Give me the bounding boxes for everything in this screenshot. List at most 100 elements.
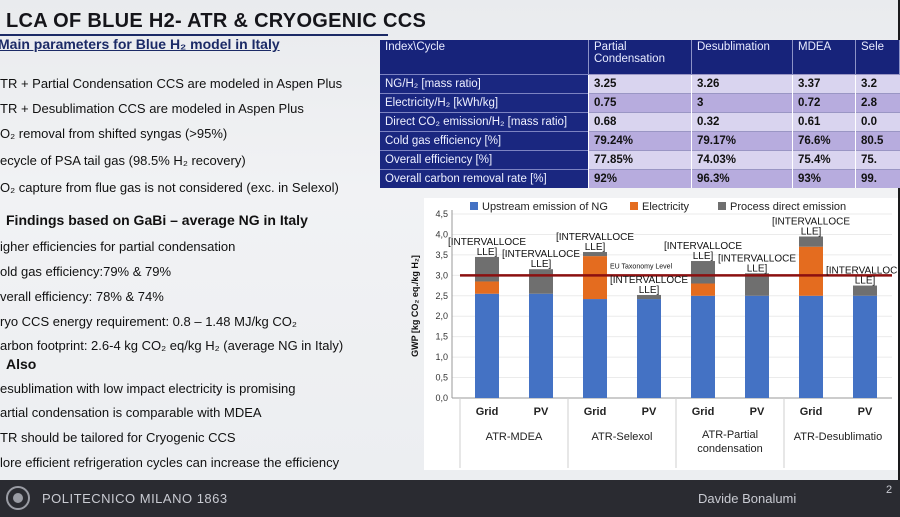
y-tick-label: 2,5 [435, 291, 448, 301]
university-logo-icon [6, 486, 30, 510]
x-tick-label: Grid [476, 406, 499, 418]
data-label: LLE] [693, 251, 714, 262]
finding-line: ryo CCS energy requirement: 0.8 – 1.48 M… [0, 314, 297, 329]
parameters-table: Index\Cycle Partial Condensation Desubli… [380, 40, 900, 188]
also-heading: Also [6, 356, 37, 372]
param-line: TR + Partial Condensation CCS are modele… [0, 76, 343, 91]
table-row: Overall efficiency [%] 77.85% 74.03% 75.… [380, 150, 900, 170]
also-line: lore efficient refrigeration cycles can … [0, 455, 340, 470]
reference-line-label: EU Taxonomy Level [610, 263, 673, 270]
bar-segment [745, 273, 769, 296]
bar-segment [583, 256, 607, 300]
data-label: LLE] [801, 226, 822, 237]
legend-label: Process direct emission [730, 201, 846, 213]
slide-footer: POLITECNICO MILANO 1863 Davide Bonalumi … [0, 480, 900, 517]
table-cell: 79.24% [588, 131, 692, 151]
finding-line: verall efficiency: 78% & 74% [0, 289, 164, 304]
data-label: [INTERVALLOCE [718, 253, 796, 264]
param-line: O₂ removal from shifted syngas (>95%) [0, 126, 228, 141]
bar-segment [691, 295, 715, 398]
group-label: ATR-Selexol [592, 431, 653, 443]
bar-segment [583, 252, 607, 257]
bar-segment [529, 269, 553, 294]
group-label: ATR-Desublimatio [794, 431, 882, 443]
table-cell: 96.3% [691, 169, 793, 188]
x-tick-label: PV [858, 406, 873, 418]
bar-segment [637, 299, 661, 398]
y-tick-label: 4,5 [435, 209, 448, 219]
data-label: LLE] [477, 247, 498, 258]
slide-subtitle: Main parameters for Blue H₂ model in Ita… [0, 36, 280, 52]
table-cell: 3.25 [588, 74, 692, 94]
group-label: ATR-MDEA [486, 431, 543, 443]
table-header-cell: Desublimation [691, 40, 793, 75]
table-row-label: Cold gas efficiency [%] [380, 131, 589, 151]
bar-segment [853, 295, 877, 398]
table-header-row: Index\Cycle Partial Condensation Desubli… [380, 40, 900, 75]
table-row-label: Electricity/H₂ [kWh/kg] [380, 93, 589, 113]
data-label: [INTERVALLOCE [772, 216, 850, 227]
findings-heading: Findings based on GaBi – average NG in I… [6, 212, 308, 228]
table-cell: 92% [588, 169, 692, 188]
data-label: [INTERVALLOCE [664, 241, 742, 252]
table-row: Direct CO₂ emission/H₂ [mass ratio] 0.68… [380, 112, 900, 132]
footer-institution: POLITECNICO MILANO 1863 [42, 491, 228, 506]
legend-label: Electricity [642, 201, 690, 213]
x-tick-label: PV [534, 406, 549, 418]
also-line: esublimation with low impact electricity… [0, 381, 296, 396]
presentation-slide: LCA OF BLUE H2- ATR & CRYOGENIC CCS Main… [0, 0, 900, 480]
group-label: ATR-Partial [702, 429, 758, 441]
data-label: LLE] [585, 242, 606, 253]
x-tick-label: PV [750, 406, 765, 418]
table-header-cell: Index\Cycle [380, 40, 589, 75]
table-cell: 77.85% [588, 150, 692, 170]
table-header-cell: Sele [855, 40, 900, 75]
table-cell: 0.72 [792, 93, 856, 113]
bar-segment [583, 299, 607, 398]
y-axis-label: GWP [kg CO₂ eq./kg H₂] [410, 255, 420, 357]
data-label: [INTERVALLOCE [556, 232, 634, 243]
bar-segment [799, 295, 823, 398]
page-number: 2 [886, 484, 893, 496]
slide-title: LCA OF BLUE H2- ATR & CRYOGENIC CCS [6, 10, 427, 32]
table-cell: 0.32 [691, 112, 793, 132]
bar-segment [637, 294, 661, 300]
bar-segment [529, 293, 553, 398]
table-row-label: Direct CO₂ emission/H₂ [mass ratio] [380, 112, 589, 132]
table-cell: 0.75 [588, 93, 692, 113]
footer-author: Davide Bonalumi [698, 491, 797, 506]
data-label: LLE] [531, 259, 552, 270]
legend-swatch [470, 202, 478, 210]
table-cell: 0.68 [588, 112, 692, 132]
x-tick-label: PV [642, 406, 657, 418]
group-label: condensation [697, 443, 762, 455]
bar-segment [475, 256, 499, 282]
table-cell: 3 [691, 93, 793, 113]
data-label: LLE] [747, 263, 768, 274]
y-tick-label: 1,0 [435, 352, 448, 362]
y-tick-label: 0,5 [435, 373, 448, 383]
table-cell: 0.61 [792, 112, 856, 132]
bar-segment [475, 293, 499, 398]
table-row-label: NG/H₂ [mass ratio] [380, 74, 589, 94]
table-row: Overall carbon removal rate [%] 92% 96.3… [380, 169, 900, 188]
param-line: TR + Desublimation CCS are modeled in As… [0, 101, 304, 116]
table-header-cell: Partial Condensation [588, 40, 692, 75]
also-line: artial condensation is comparable with M… [0, 405, 262, 420]
y-tick-label: 3,0 [435, 270, 448, 280]
bar-segment [853, 285, 877, 296]
data-label: [INTERVALLOCE [826, 266, 898, 277]
bar-segment [799, 236, 823, 247]
table-cell: 80.5 [855, 131, 900, 151]
finding-line: arbon footprint: 2.6-4 kg CO₂ eq/kg H₂ (… [0, 338, 344, 353]
also-line: TR should be tailored for Cryogenic CCS [0, 430, 236, 445]
param-line: O₂ capture from flue gas is not consider… [0, 180, 339, 195]
table-row: Cold gas efficiency [%] 79.24% 79.17% 76… [380, 131, 900, 151]
param-line: ecycle of PSA tail gas (98.5% H₂ recover… [0, 153, 246, 168]
bar-segment [691, 261, 715, 284]
table-cell: 75.4% [792, 150, 856, 170]
y-tick-label: 1,5 [435, 332, 448, 342]
data-label: [INTERVALLOCE [502, 249, 580, 260]
table-cell: 2.8 [855, 93, 900, 113]
